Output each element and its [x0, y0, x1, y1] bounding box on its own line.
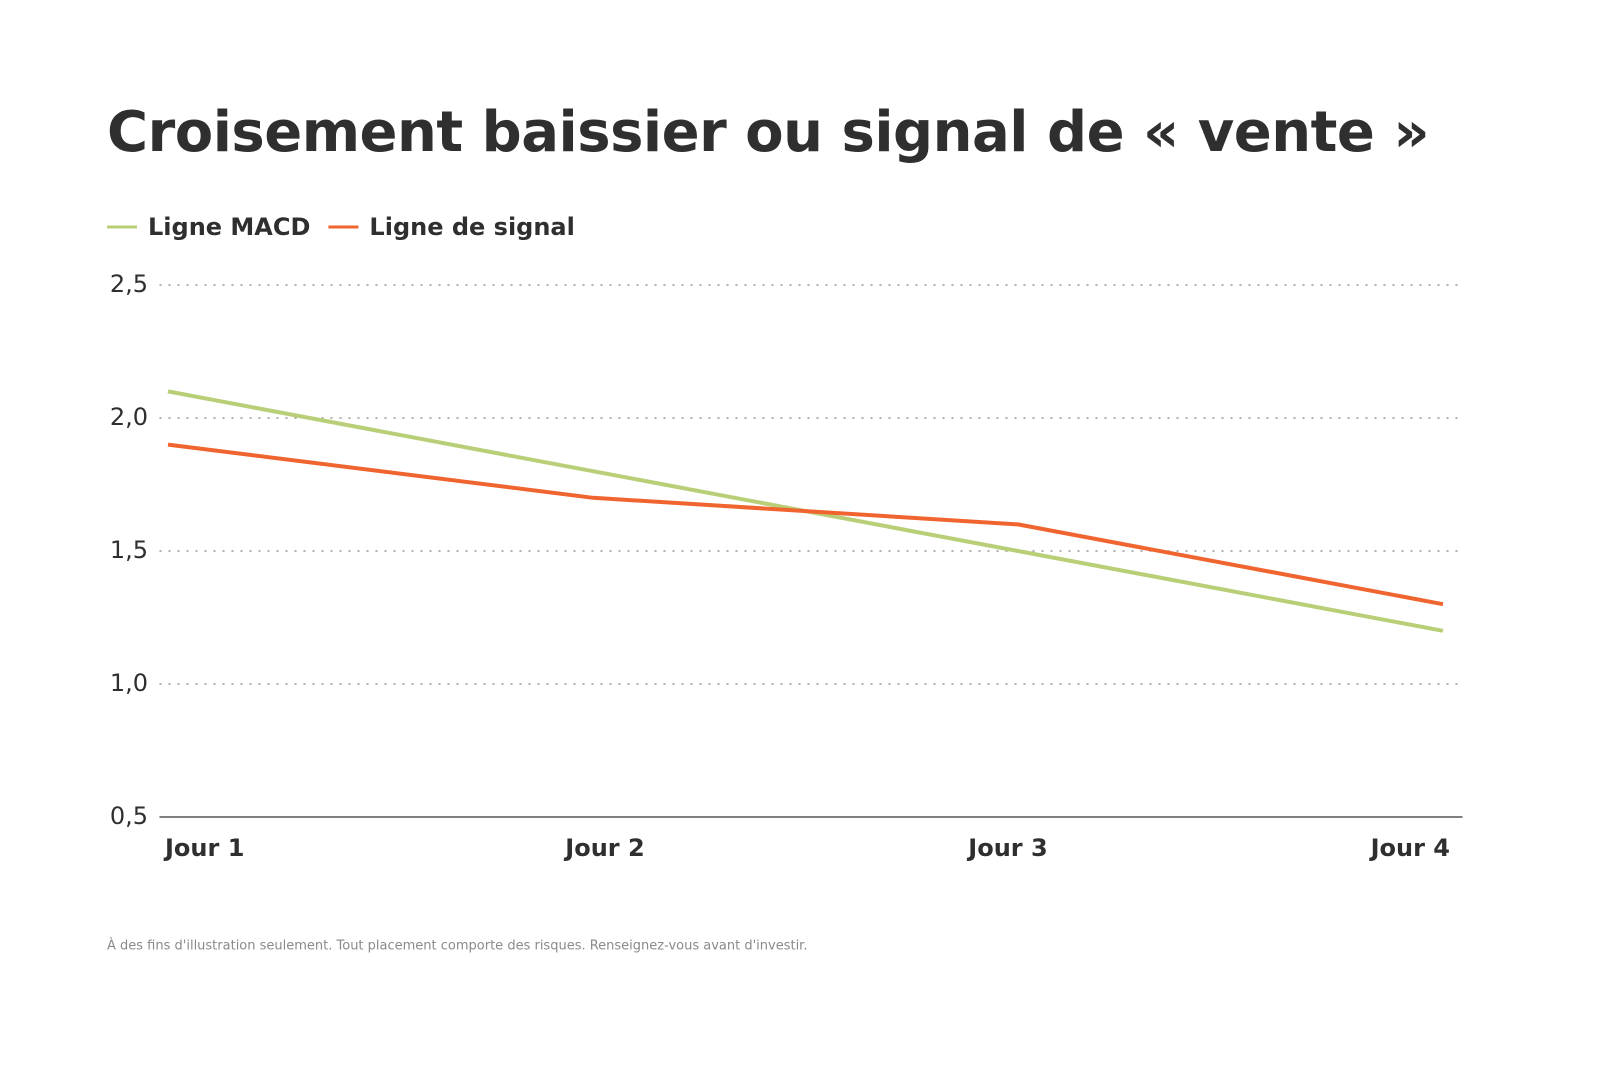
- x-tick-label: Jour 2: [563, 834, 644, 862]
- x-tick-label: Jour 1: [163, 834, 244, 862]
- legend: Ligne MACD Ligne de signal: [107, 213, 575, 241]
- y-tick-label: 2,5: [110, 270, 148, 298]
- y-tick-label: 1,0: [110, 669, 148, 697]
- y-tick-label: 2,0: [110, 403, 148, 431]
- x-tick-label: Jour 4: [1369, 834, 1450, 862]
- chart-title: Croisement baissier ou signal de « vente…: [107, 100, 1429, 165]
- x-tick-label: Jour 3: [966, 834, 1047, 862]
- y-tick-label: 1,5: [110, 536, 148, 564]
- legend-label: Ligne MACD: [148, 213, 310, 241]
- footnote: À des fins d'illustration seulement. Tou…: [107, 938, 807, 954]
- legend-label: Ligne de signal: [369, 213, 574, 241]
- y-tick-label: 0,5: [110, 802, 148, 830]
- series-line: [167, 442, 1444, 607]
